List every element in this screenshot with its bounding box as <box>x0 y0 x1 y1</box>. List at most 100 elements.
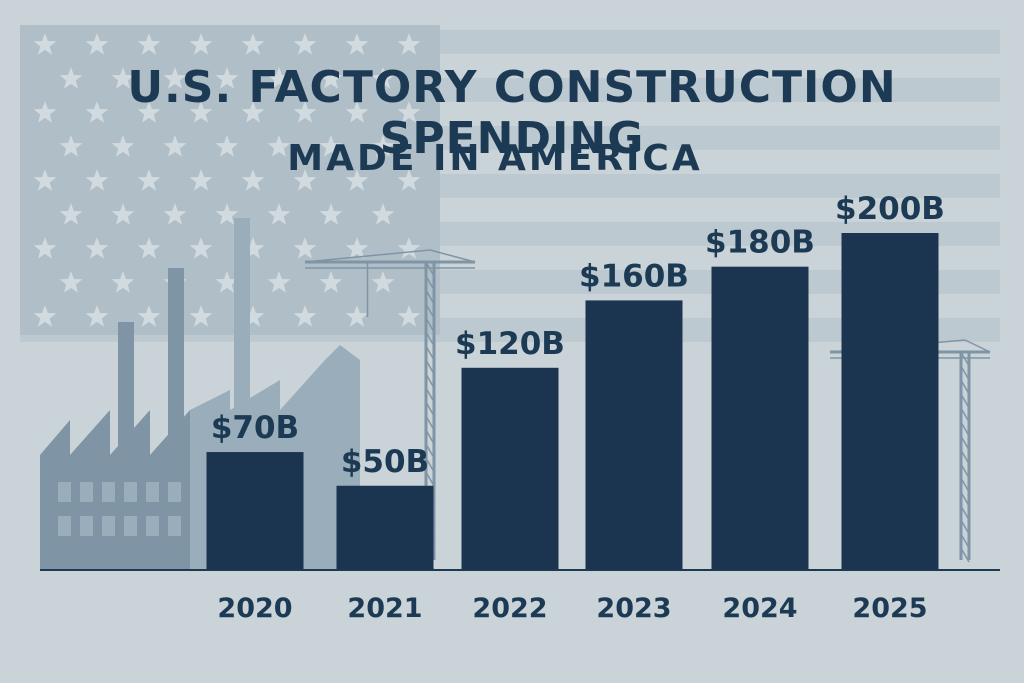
flag-star <box>59 135 83 157</box>
flag-star <box>345 237 369 259</box>
factory-window <box>58 516 71 536</box>
bar-2024 <box>711 266 809 570</box>
value-label-2024: $180B <box>705 225 815 261</box>
bar-2021 <box>336 485 434 570</box>
flag-star <box>59 67 83 89</box>
flag-star <box>189 237 213 259</box>
flag-star <box>345 33 369 55</box>
flag-star <box>397 305 421 327</box>
factory-window <box>80 482 93 502</box>
factory-window <box>124 482 137 502</box>
flag-star <box>345 169 369 191</box>
flag-star <box>163 135 187 157</box>
flag-star <box>163 203 187 225</box>
flag-star <box>111 67 135 89</box>
flag-star <box>345 305 369 327</box>
x-tick-2024: 2024 <box>722 593 797 624</box>
flag-star <box>293 101 317 123</box>
flag-star <box>111 271 135 293</box>
flag-star <box>267 203 291 225</box>
flag-star <box>111 203 135 225</box>
value-label-2021: $50B <box>341 444 429 480</box>
backdrop-illustration <box>20 25 1000 571</box>
factory-window <box>58 482 71 502</box>
flag-star <box>85 305 109 327</box>
bar-2020 <box>206 452 304 570</box>
flag-star <box>241 169 265 191</box>
flag-star <box>33 101 57 123</box>
flag-star <box>397 237 421 259</box>
bar-series <box>206 233 939 570</box>
value-label-2020: $70B <box>211 410 299 446</box>
flag-star <box>59 271 83 293</box>
flag-star <box>319 67 343 89</box>
flag-star <box>137 169 161 191</box>
x-tick-labels: 2020 2021 2022 2023 2024 2025 <box>217 593 927 624</box>
value-labels: $70B $50B $120B $160B $180B $200B <box>211 191 945 480</box>
flag-star <box>33 305 57 327</box>
value-label-2025: $200B <box>835 191 945 227</box>
flag-star <box>59 203 83 225</box>
factory-window <box>102 482 115 502</box>
flag-star <box>33 237 57 259</box>
x-tick-2022: 2022 <box>472 593 547 624</box>
flag-star <box>85 169 109 191</box>
flag-star <box>215 203 239 225</box>
flag-star <box>241 237 265 259</box>
flag-star <box>319 271 343 293</box>
flag-star <box>241 305 265 327</box>
flag-star <box>189 101 213 123</box>
flag-star <box>85 101 109 123</box>
flag-star <box>33 33 57 55</box>
flag-star <box>371 203 395 225</box>
flag-star <box>215 271 239 293</box>
bar-2023 <box>585 300 683 570</box>
bar-2025 <box>841 233 939 570</box>
x-tick-2025: 2025 <box>852 593 927 624</box>
factory-window <box>102 516 115 536</box>
flag-star <box>189 305 213 327</box>
flag-star <box>267 67 291 89</box>
x-tick-2023: 2023 <box>596 593 671 624</box>
flag-star <box>111 135 135 157</box>
x-tick-2020: 2020 <box>217 593 292 624</box>
factory-window <box>146 516 159 536</box>
factory-window <box>124 516 137 536</box>
flag-star <box>371 271 395 293</box>
flag-star <box>319 135 343 157</box>
flag-star <box>241 101 265 123</box>
flag-star <box>345 101 369 123</box>
flag-star <box>371 67 395 89</box>
flag-star <box>293 237 317 259</box>
flag-star <box>85 237 109 259</box>
flag-star <box>397 169 421 191</box>
flag-star <box>267 135 291 157</box>
flag-star <box>397 101 421 123</box>
chart-title: U.S. FACTORY CONSTRUCTION SPENDING <box>127 62 897 164</box>
flag-star <box>319 203 343 225</box>
value-label-2022: $120B <box>455 326 565 362</box>
flag-star <box>33 169 57 191</box>
flag-star <box>215 67 239 89</box>
flag-star <box>397 33 421 55</box>
x-tick-2021: 2021 <box>347 593 422 624</box>
flag-star <box>293 169 317 191</box>
factory-window <box>146 482 159 502</box>
flag-star <box>215 135 239 157</box>
factory-window <box>168 516 181 536</box>
flag-star <box>189 169 213 191</box>
flag-star <box>85 33 109 55</box>
flag-star <box>137 33 161 55</box>
factory-window <box>80 516 93 536</box>
factory-window <box>168 482 181 502</box>
value-label-2023: $160B <box>579 258 689 294</box>
flag-star <box>241 33 265 55</box>
flag-star <box>189 33 213 55</box>
chart-subtitle: MADE IN AMERICA <box>287 138 703 179</box>
american-flag <box>20 25 1000 342</box>
flag-star <box>137 237 161 259</box>
flag-star <box>137 305 161 327</box>
flag-star <box>293 305 317 327</box>
